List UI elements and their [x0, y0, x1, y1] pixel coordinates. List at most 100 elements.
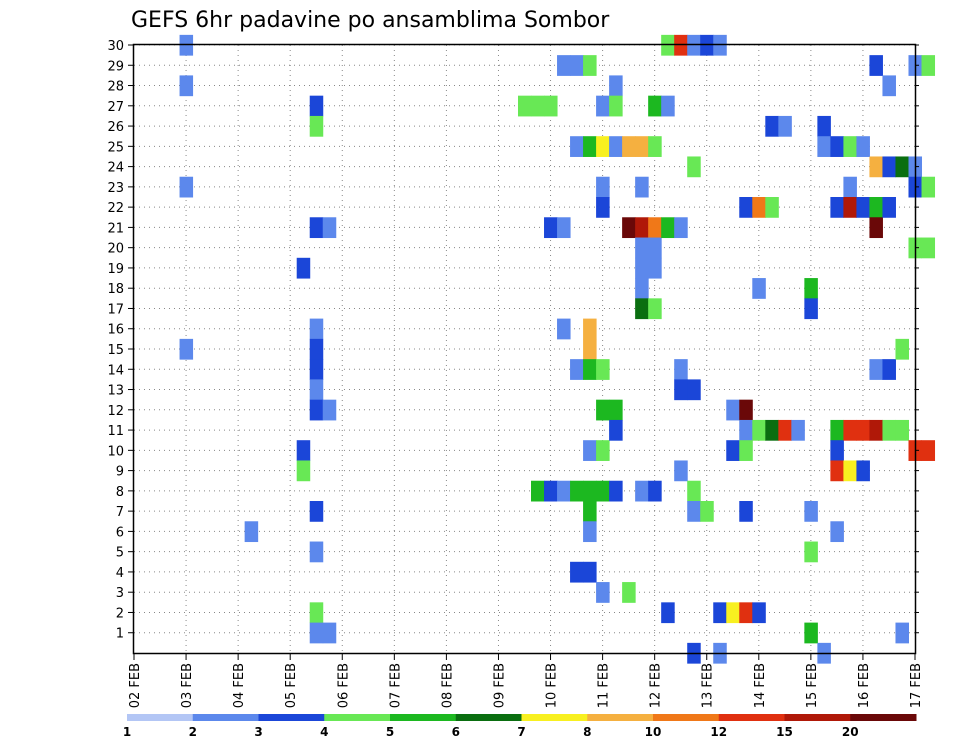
colorbar-swatch — [653, 714, 720, 721]
precip-cell — [882, 359, 896, 380]
y-tick-label: 30 — [107, 39, 124, 54]
precip-cell — [804, 298, 818, 320]
precip-cell — [309, 399, 324, 421]
precip-cell — [570, 480, 584, 502]
precip-cell — [570, 561, 584, 583]
precip-cell — [791, 419, 805, 441]
precip-cell — [570, 359, 584, 380]
colorbar: 1 2 3 4 5 6 7 8 10 12 15 20 — [123, 714, 917, 739]
y-tick-label: 24 — [107, 161, 124, 176]
x-tick-label: 14 FEB — [753, 663, 768, 708]
precip-cell — [296, 440, 311, 461]
x-tick-label: 13 FEB — [701, 663, 716, 708]
precip-cell — [804, 278, 818, 299]
precip-cell — [882, 197, 896, 218]
x-tick-label: 17 FEB — [909, 663, 924, 708]
precip-cell — [687, 501, 701, 522]
y-tick-label: 5 — [116, 546, 124, 561]
precip-cell — [596, 399, 610, 421]
precip-cell — [687, 379, 701, 401]
precip-cell — [609, 95, 623, 117]
precip-cell — [596, 136, 610, 157]
precip-cell — [739, 440, 753, 461]
y-tick-label: 7 — [116, 505, 124, 520]
precip-cell — [635, 176, 649, 198]
y-tick-label: 22 — [107, 201, 124, 216]
precip-cell — [856, 419, 870, 441]
colorbar-label: 10 — [645, 725, 662, 739]
precip-cell — [309, 338, 324, 360]
y-tick-label: 12 — [107, 404, 124, 419]
precip-cell — [596, 480, 610, 502]
precip-cell — [752, 419, 766, 441]
precip-cell — [622, 136, 636, 157]
precip-cell — [179, 75, 194, 97]
colorbar-label: 2 — [189, 725, 197, 739]
precip-cell — [700, 501, 714, 522]
precip-cell — [843, 197, 857, 218]
precip-cell — [752, 278, 766, 299]
precip-cell — [921, 176, 936, 198]
y-tick-label: 11 — [107, 424, 124, 439]
precip-cell — [648, 136, 662, 157]
y-tick-label: 26 — [107, 120, 124, 135]
precip-cell — [309, 602, 324, 624]
precip-cell — [622, 582, 636, 603]
precip-cell — [830, 460, 844, 482]
precip-cell — [817, 136, 831, 157]
precip-cell — [752, 602, 766, 624]
colorbar-swatch — [192, 714, 259, 721]
precip-cells — [179, 34, 936, 664]
precip-cell — [726, 602, 740, 624]
colorbar-swatch — [258, 714, 325, 721]
y-tick-label: 25 — [107, 140, 124, 155]
precip-cell — [921, 440, 936, 461]
precip-cell — [583, 521, 597, 543]
precip-cell — [596, 95, 610, 117]
precip-cell — [557, 480, 571, 502]
y-tick-label: 9 — [116, 465, 124, 480]
precip-cell — [544, 480, 558, 502]
precip-cell — [648, 95, 662, 117]
x-tick-label: 08 FEB — [440, 663, 455, 708]
precip-cell — [296, 257, 311, 279]
colorbar-swatch — [127, 714, 194, 721]
precip-cell — [739, 419, 753, 441]
precip-cell — [869, 359, 883, 380]
precip-cell — [309, 501, 324, 522]
y-tick-label: 4 — [116, 566, 124, 581]
precip-cell — [817, 115, 831, 137]
colorbar-swatch — [521, 714, 588, 721]
precip-cell — [895, 419, 909, 441]
x-tick-label: 11 FEB — [597, 663, 612, 708]
precip-cell — [609, 136, 623, 157]
precip-cell — [895, 338, 909, 360]
precip-cell — [869, 156, 883, 178]
precip-cell — [739, 197, 753, 218]
colorbar-label: 20 — [842, 725, 859, 739]
colorbar-label: 4 — [320, 725, 328, 739]
precip-cell — [544, 217, 558, 239]
x-axis-ticks: 02 FEB 03 FEB 04 FEB 05 FEB 06 FEB 07 FEB 08 F… — [128, 653, 924, 708]
precip-cell — [635, 257, 649, 279]
precip-cell — [544, 95, 558, 117]
precip-cell — [882, 419, 896, 441]
y-tick-label: 28 — [107, 80, 124, 95]
precip-cell — [674, 379, 688, 401]
precip-cell — [583, 440, 597, 461]
precip-cell — [830, 419, 844, 441]
x-tick-label: 07 FEB — [388, 663, 403, 708]
precip-cell — [583, 480, 597, 502]
precip-cell — [596, 176, 610, 198]
precip-cell — [648, 257, 662, 279]
precip-cell — [557, 55, 571, 76]
colorbar-swatch — [784, 714, 851, 721]
x-tick-label: 06 FEB — [336, 663, 351, 708]
x-tick-label: 04 FEB — [232, 663, 247, 708]
x-tick-label: 05 FEB — [284, 663, 299, 708]
x-tick-label: 10 FEB — [545, 663, 560, 708]
precip-cell — [739, 501, 753, 522]
precip-cell — [244, 521, 259, 543]
y-tick-label: 13 — [107, 384, 124, 399]
